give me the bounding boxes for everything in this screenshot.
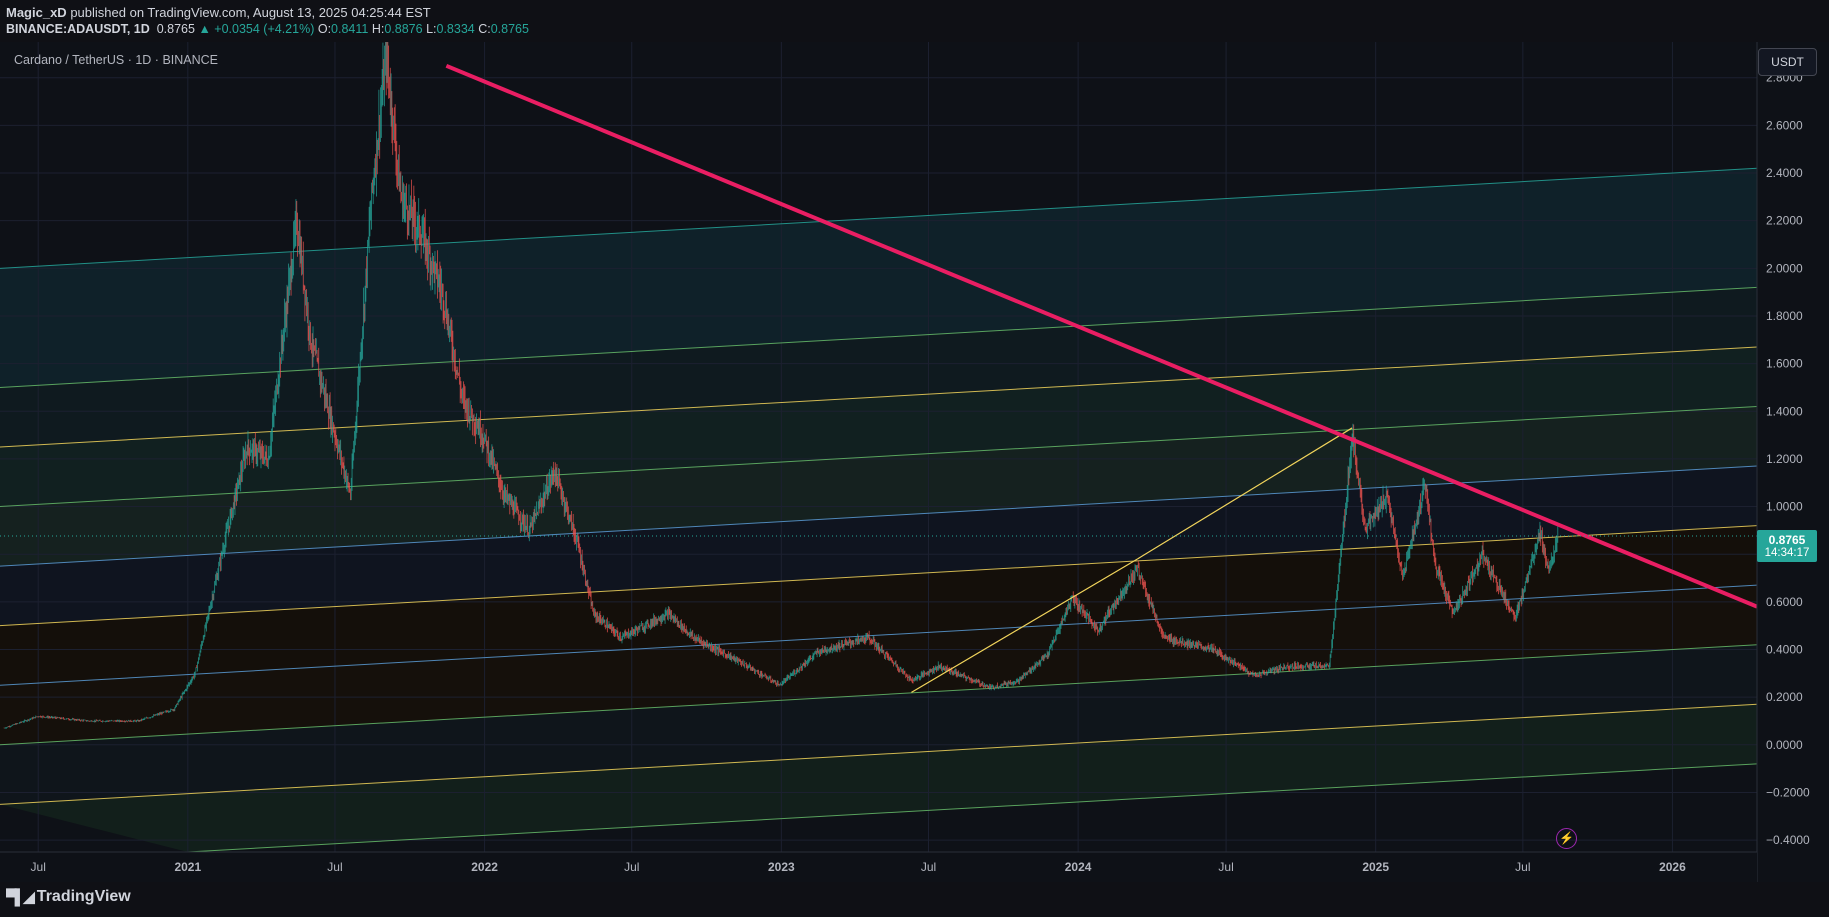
pair-title: Cardano / TetherUS · 1D · BINANCE <box>14 53 219 67</box>
channel-line <box>0 406 1758 508</box>
time-tick-label: Jul <box>31 860 46 874</box>
time-tick-label: 2026 <box>1659 860 1686 874</box>
tradingview-logo[interactable]: ▀▌◢ TradingView <box>6 888 131 906</box>
time-tick-label: Jul <box>327 860 342 874</box>
high-value: 0.8876 <box>384 22 423 36</box>
channel-band <box>0 525 1757 686</box>
ohlc-line: BINANCE:ADAUSDT, 1D 0.8765 ▲ +0.0354 (+4… <box>6 22 529 36</box>
channel-line <box>0 703 1758 805</box>
price-tick-label: −0.2000 <box>1766 785 1810 799</box>
time-tick-label: 2022 <box>471 860 498 874</box>
last-value: 0.8765 <box>156 22 195 36</box>
low-label: L: <box>426 22 437 36</box>
channel-band <box>0 644 1757 805</box>
time-axis[interactable] <box>0 852 1757 882</box>
grid-lines <box>0 42 1757 852</box>
price-tick-label: 1.4000 <box>1766 404 1803 418</box>
channel-line <box>0 286 1758 388</box>
lightning-icon[interactable]: ⚡ <box>1556 828 1577 849</box>
time-tick-label: Jul <box>921 860 936 874</box>
channel-line <box>0 346 1758 448</box>
published-text: published on TradingView.com, August 13,… <box>70 5 431 20</box>
close-value: 0.8765 <box>490 22 529 36</box>
channel-lines <box>0 167 1758 853</box>
channel-line <box>0 465 1758 567</box>
time-tick-label: 2021 <box>174 860 201 874</box>
open-value: 0.8411 <box>331 22 369 36</box>
change-value: ▲ +0.0354 (+4.21%) <box>198 22 315 36</box>
author[interactable]: Magic_xD <box>6 5 67 20</box>
channel-bands <box>0 168 1757 852</box>
price-tick-label: 2.4000 <box>1766 166 1803 180</box>
price-tick-label: 1.8000 <box>1766 309 1803 323</box>
price-tick-label: 0.0000 <box>1766 738 1803 752</box>
trend-lines[interactable] <box>445 63 1758 693</box>
price-tick-label: 1.6000 <box>1766 357 1803 371</box>
price-tick-label: 1.0000 <box>1766 500 1803 514</box>
time-tick-label: Jul <box>1218 860 1233 874</box>
time-tick-label: 2024 <box>1065 860 1092 874</box>
price-tick-label: 2.6000 <box>1766 118 1803 132</box>
price-tick-label: 1.2000 <box>1766 452 1803 466</box>
last-price-label: 0.8765 <box>1768 533 1806 547</box>
channel-band <box>0 287 1757 447</box>
channel-line <box>0 525 1758 627</box>
channel-band <box>0 585 1757 745</box>
trend-line <box>1137 427 1353 560</box>
time-tick-label: 2025 <box>1362 860 1389 874</box>
price-tick-label: 0.2000 <box>1766 690 1803 704</box>
footer-bar: ▀▌◢ TradingView <box>0 882 1829 917</box>
downtrend-line <box>445 63 1758 609</box>
close-label: C: <box>478 22 491 36</box>
price-tick-label: 0.4000 <box>1766 643 1803 657</box>
last-price-tag: 0.8765 14:34:17 <box>1757 530 1817 562</box>
tradingview-logo-text: TradingView <box>36 888 131 905</box>
price-axis[interactable] <box>1757 42 1829 882</box>
channel-line <box>0 167 1758 269</box>
high-label: H: <box>371 22 385 36</box>
channel-band <box>0 406 1757 567</box>
channel-line <box>0 644 1758 746</box>
price-tick-label: 2.2000 <box>1766 214 1803 228</box>
price-tick-label: 2.0000 <box>1766 261 1803 275</box>
channel-band <box>0 466 1757 626</box>
candles <box>3 22 1559 729</box>
time-tick-label: 2023 <box>768 860 795 874</box>
price-tick-label: 0.6000 <box>1766 595 1803 609</box>
time-tick-label: Jul <box>1515 860 1530 874</box>
low-value: 0.8334 <box>436 22 475 36</box>
trend-line <box>911 558 1138 693</box>
symbol[interactable]: BINANCE:ADAUSDT, 1D <box>6 22 150 36</box>
channel-band <box>0 168 1757 388</box>
channel-line <box>0 584 1758 686</box>
currency-button[interactable]: USDT <box>1758 48 1817 76</box>
channel-band <box>0 704 1757 852</box>
price-tick-label: −0.4000 <box>1766 833 1810 847</box>
channel-band <box>0 346 1757 507</box>
publish-line: Magic_xD published on TradingView.com, A… <box>6 5 431 20</box>
header-bar: Magic_xD published on TradingView.com, A… <box>0 0 1829 42</box>
tradingview-logo-icon: ▀▌◢ <box>6 889 35 906</box>
time-axis-labels: Jul 2021 Jul 2022 Jul 2023 Jul 2024 Jul 2025 Jul 20… <box>31 860 1687 874</box>
open-label: O: <box>317 22 332 36</box>
bar-countdown: 14:34:17 <box>1764 547 1810 559</box>
channel-line <box>187 763 1758 853</box>
time-tick-label: Jul <box>624 860 639 874</box>
